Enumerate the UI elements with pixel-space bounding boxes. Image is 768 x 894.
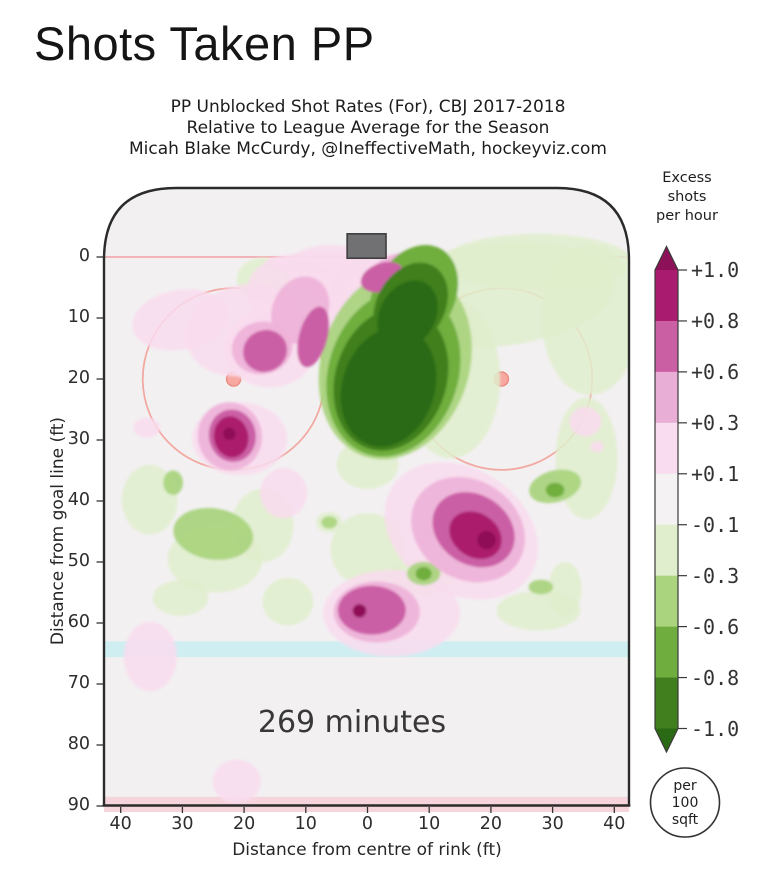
colorbar-tick-label: -0.8: [691, 665, 740, 690]
x-tick-label: 20: [479, 814, 503, 834]
y-tick-label: 0: [78, 246, 90, 266]
heat-blob-g4: [377, 280, 438, 350]
goal-net: [346, 233, 387, 260]
colorbar-tick-label: +0.3: [691, 410, 740, 435]
heat-blob-g1: [321, 516, 338, 529]
x-tick-label: 0: [361, 814, 374, 834]
colorbar-band: [655, 320, 678, 373]
heat-blob-p4: [352, 604, 367, 618]
heat-blob-p0: [590, 441, 604, 453]
y-tick-label: 70: [67, 673, 90, 693]
rink-boards: [102, 186, 631, 806]
colorbar-arrow-down: [655, 728, 678, 752]
colorbar-band: [655, 524, 678, 577]
x-tick-label: 40: [603, 814, 626, 834]
colorbar-arrow-up: [655, 246, 678, 270]
colorbar-band: [655, 422, 678, 475]
heat-blob-p0: [133, 418, 161, 438]
y-tick-label: 30: [67, 429, 90, 449]
heat-blob-p0: [212, 759, 261, 804]
heat-blob-p4: [223, 427, 236, 440]
x-tick-label: 30: [171, 814, 194, 834]
heat-blob-g1: [173, 507, 254, 560]
y-tick-label: 80: [67, 734, 90, 754]
y-tick-label: 20: [67, 368, 90, 388]
page-title: Shots Taken PP: [34, 17, 375, 70]
chart-subtitle: PP Unblocked Shot Rates (For), CBJ 2017-…: [60, 97, 676, 160]
heat-blob-p0: [569, 407, 602, 437]
colorbar-tick-label: +0.6: [691, 359, 740, 384]
subtitle-line-1: PP Unblocked Shot Rates (For), CBJ 2017-…: [170, 97, 566, 117]
heat-blob-p2: [243, 329, 288, 372]
x-axis-label: Distance from centre of rink (ft): [232, 840, 502, 860]
heat-blob-g0: [262, 577, 314, 626]
colorbar-tick-label: +0.1: [691, 461, 740, 486]
colorbar-tick-label: +1.0: [691, 258, 740, 282]
x-tick-label: 10: [418, 814, 441, 834]
heat-blob-g1: [528, 579, 554, 595]
heat-blob-g4: [340, 327, 437, 447]
x-tick-label: 30: [541, 814, 564, 834]
heat-blob-g1: [163, 470, 184, 495]
x-tick-label: 20: [232, 814, 256, 834]
heat-blob-p0: [260, 468, 308, 519]
y-tick-label: 40: [67, 490, 90, 510]
y-tick-label: 50: [67, 551, 90, 571]
subtitle-line-2: Relative to League Average for the Seaso…: [186, 118, 550, 138]
axis-tick-marks: [96, 256, 615, 813]
y-tick-label: 10: [67, 307, 90, 327]
heat-blob-g0: [330, 513, 405, 587]
heat-blob-g0: [548, 562, 582, 617]
y-tick-label: 90: [67, 795, 90, 815]
y-axis-label: Distance from goal line (ft): [48, 416, 68, 646]
heat-blob-p4: [477, 530, 496, 550]
heat-blob-p0: [132, 289, 228, 351]
colorbar-band: [655, 473, 678, 526]
colorbar-band: [655, 626, 678, 679]
colorbar-tick-label: +0.8: [691, 308, 740, 333]
x-tick-label: 10: [294, 814, 317, 834]
heat-blob-p2: [337, 585, 406, 635]
colorbar-tick-label: -0.1: [691, 512, 740, 537]
colorbar-tick-label: -0.3: [691, 563, 740, 588]
minutes-annotation: 269 minutes: [257, 705, 447, 740]
colorbar-band: [655, 371, 678, 424]
colorbar-band: [655, 677, 678, 729]
colorbar-title: Excess shots per hour: [656, 170, 718, 224]
heat-blob-p2: [297, 306, 330, 368]
heat-blob-p0: [123, 621, 177, 692]
colorbar-band: [655, 575, 678, 628]
shot-rate-contours: [121, 233, 629, 804]
colorbar: [654, 245, 687, 754]
heat-blob-g2: [415, 566, 432, 581]
colorbar-tick-label: -1.0: [691, 716, 740, 741]
unit-badge-circle: [649, 767, 721, 838]
x-tick-label: 40: [109, 814, 132, 834]
colorbar-tick-label: -0.6: [691, 614, 740, 639]
y-tick-label: 60: [67, 612, 90, 632]
colorbar-band: [655, 270, 678, 322]
heat-blob-g0: [442, 233, 629, 290]
colorbar-unit-badge: per 100 sqft: [671, 778, 699, 828]
subtitle-line-3: Micah Blake McCurdy, @IneffectiveMath, h…: [129, 139, 607, 159]
heat-blob-g2: [545, 482, 565, 498]
